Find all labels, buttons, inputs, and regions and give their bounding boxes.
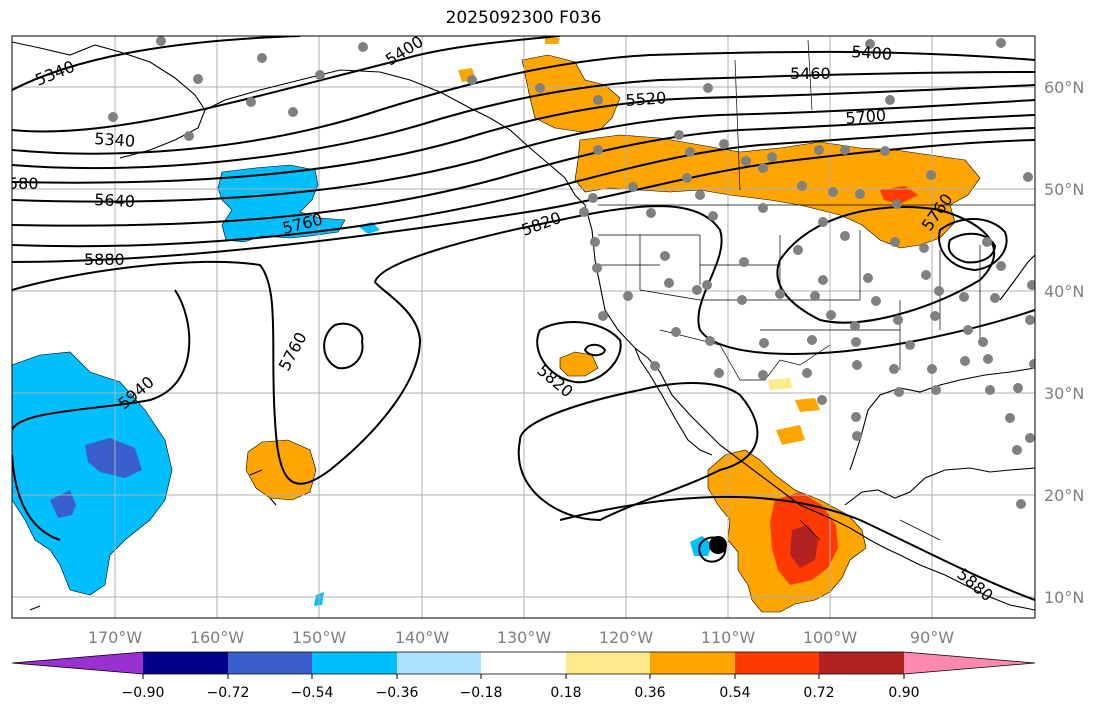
lon-label: 130°W (497, 628, 552, 647)
colorbar-segment (312, 652, 397, 674)
colorbar-segment (228, 652, 312, 674)
colorbar-tick-label: −0.36 (376, 685, 419, 701)
colorbar-tick-label: −0.90 (122, 685, 165, 701)
lon-label: 140°W (395, 628, 450, 647)
lon-label: 90°W (910, 628, 954, 647)
colorbar-tick-label: 0.54 (719, 685, 750, 701)
latitude-labels: 60°N 50°N 40°N 30°N 20°N 10°N (1044, 78, 1084, 607)
lat-label: 10°N (1044, 588, 1084, 607)
contour-label: 5700 (845, 106, 887, 128)
lon-label: 100°W (803, 628, 858, 647)
graticule (12, 36, 1035, 618)
lat-label: 60°N (1044, 78, 1084, 97)
colorbar-segment (650, 652, 735, 674)
contour-label: 5340 (94, 129, 136, 151)
lat-label: 40°N (1044, 282, 1084, 301)
station-markers (108, 36, 1035, 509)
map-title: 2025092300 F036 (445, 8, 602, 28)
colorbar-tick-label: −0.54 (291, 685, 334, 701)
contour-label: 580 (8, 174, 39, 193)
colorbar-segment (143, 652, 228, 674)
colorbar-tick-label: 0.36 (634, 685, 665, 701)
colorbar-tick-label: 0.18 (550, 685, 581, 701)
colorbar-segment (819, 652, 904, 674)
colorbar-arrow-high (904, 652, 1035, 674)
colorbar-tick-label: 0.90 (888, 685, 919, 701)
contour-label: 5400 (851, 42, 893, 64)
colorbar-tick-label: −0.18 (460, 685, 503, 701)
contour-label: 5520 (625, 88, 667, 110)
map-frame (11, 35, 1036, 619)
contour-label: 5880 (84, 250, 125, 269)
longitude-labels: 170°W 160°W 150°W 140°W 130°W 120°W 110°… (88, 628, 954, 647)
colorbar-tick-label: −0.72 (207, 685, 250, 701)
map-plot-area: 5340 5400 5340 580 5640 5880 5760 5760 5… (8, 36, 1035, 618)
lon-label: 160°W (190, 628, 245, 647)
lat-label: 30°N (1044, 384, 1084, 403)
colorbar-segment (566, 652, 650, 674)
cyclone-marker (709, 536, 727, 554)
colorbar-tick-label: 0.72 (803, 685, 834, 701)
colorbar (11, 651, 1036, 679)
shaded-field-warm (245, 38, 981, 613)
height-contours (12, 36, 1035, 601)
colorbar-tick-labels: −0.90 −0.72 −0.54 −0.36 −0.18 0.18 0.36 … (122, 685, 920, 701)
lon-label: 110°W (701, 628, 756, 647)
lon-label: 170°W (88, 628, 143, 647)
lon-label: 120°W (599, 628, 654, 647)
colorbar-segment (735, 652, 819, 674)
lat-label: 20°N (1044, 486, 1084, 505)
colorbar-segment (481, 652, 566, 674)
colorbar-segment (397, 652, 481, 674)
contour-label: 5640 (94, 190, 136, 211)
lat-label: 50°N (1044, 180, 1084, 199)
colorbar-arrow-low (12, 652, 143, 674)
contour-label: 5460 (790, 64, 831, 83)
lon-label: 150°W (292, 628, 347, 647)
